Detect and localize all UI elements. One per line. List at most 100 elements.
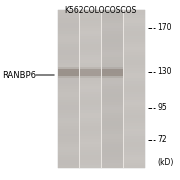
Bar — [80, 76, 101, 78]
Bar — [58, 28, 79, 31]
Bar — [58, 123, 79, 126]
Bar — [124, 84, 145, 86]
Bar — [58, 100, 79, 102]
Bar — [80, 13, 101, 15]
Bar — [80, 131, 101, 134]
Bar — [102, 47, 123, 50]
Bar — [123, 10, 124, 168]
Bar — [58, 36, 79, 39]
Bar — [102, 144, 123, 147]
Bar — [124, 10, 145, 168]
Bar — [124, 105, 145, 107]
Bar — [124, 28, 145, 31]
Bar — [102, 152, 123, 155]
Bar — [80, 126, 101, 129]
Bar — [124, 118, 145, 121]
Bar — [80, 31, 101, 34]
Bar — [80, 105, 101, 107]
Bar — [80, 34, 101, 36]
Bar — [80, 163, 101, 165]
Bar — [102, 21, 123, 23]
Bar — [80, 165, 101, 168]
Bar — [80, 144, 101, 147]
Bar — [124, 34, 145, 36]
Bar — [58, 165, 79, 168]
Bar — [80, 115, 101, 118]
Bar — [80, 160, 101, 163]
Bar — [124, 73, 145, 76]
Bar — [58, 57, 79, 60]
Bar — [58, 150, 79, 152]
Text: 170: 170 — [157, 24, 172, 33]
Bar — [80, 78, 101, 81]
Bar — [102, 123, 123, 126]
Bar — [102, 73, 123, 76]
Bar — [58, 126, 79, 129]
Bar — [102, 76, 123, 78]
Bar — [102, 115, 123, 118]
Text: K562COLOCOSCOS: K562COLOCOSCOS — [64, 6, 136, 15]
Bar — [124, 129, 145, 131]
Bar — [102, 60, 123, 63]
Bar — [124, 68, 145, 71]
Bar — [58, 134, 79, 136]
Bar — [102, 18, 123, 21]
Bar — [58, 21, 79, 23]
Bar — [124, 60, 145, 63]
Bar — [80, 150, 101, 152]
Bar — [58, 73, 79, 76]
Bar — [80, 139, 101, 142]
Bar — [102, 136, 123, 139]
Bar — [58, 105, 79, 107]
Bar — [102, 110, 123, 113]
Bar — [102, 92, 123, 94]
Bar — [124, 81, 145, 84]
Bar — [80, 47, 101, 50]
Bar — [124, 89, 145, 92]
Bar — [80, 102, 101, 105]
Bar — [58, 136, 79, 139]
Bar — [80, 57, 101, 60]
Bar — [80, 123, 101, 126]
Bar — [58, 63, 79, 65]
Bar — [102, 129, 123, 131]
Bar — [102, 52, 123, 55]
Bar — [58, 65, 79, 68]
Bar — [58, 23, 79, 26]
Text: 72: 72 — [157, 136, 167, 145]
Bar — [80, 129, 101, 131]
Bar — [124, 110, 145, 113]
Bar — [102, 118, 123, 121]
Bar — [58, 89, 79, 92]
Bar — [124, 107, 145, 110]
Bar — [80, 44, 101, 47]
Bar — [102, 163, 123, 165]
Bar — [124, 121, 145, 123]
Bar — [58, 131, 79, 134]
Bar — [58, 115, 79, 118]
Bar — [80, 76, 101, 78]
Bar — [124, 158, 145, 160]
Bar — [58, 86, 79, 89]
Bar — [102, 13, 123, 15]
Bar — [58, 10, 79, 13]
Bar — [124, 47, 145, 50]
Bar — [80, 113, 101, 115]
Bar — [124, 131, 145, 134]
Bar — [102, 100, 123, 102]
Bar — [102, 155, 123, 158]
Bar — [124, 142, 145, 144]
Bar — [80, 52, 101, 55]
Bar — [102, 63, 123, 65]
Bar — [102, 68, 123, 71]
Bar — [102, 113, 123, 115]
Text: 95: 95 — [157, 103, 167, 112]
Bar — [124, 65, 145, 68]
Bar — [80, 92, 101, 94]
Bar — [58, 69, 79, 76]
Bar — [102, 131, 123, 134]
Bar — [102, 81, 123, 84]
Bar — [80, 94, 101, 97]
Bar — [124, 94, 145, 97]
Bar — [58, 42, 79, 44]
